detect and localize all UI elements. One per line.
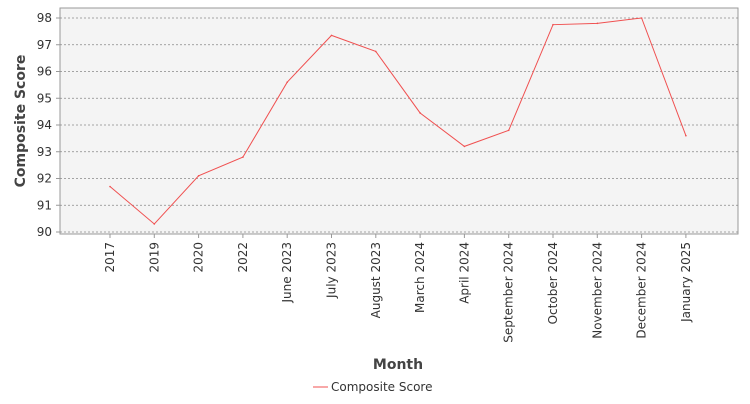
legend-label: Composite Score (331, 380, 432, 394)
x-tick-label: August 2023 (369, 242, 383, 318)
x-tick-label: April 2024 (457, 242, 471, 304)
y-axis-title: Composite Score (13, 55, 29, 188)
y-tick-label: 97 (37, 38, 52, 52)
data-point (286, 81, 289, 83)
data-point (375, 50, 377, 53)
data-point (242, 156, 244, 158)
x-tick-label: 2022 (236, 242, 250, 273)
x-tick-label: March 2024 (413, 242, 427, 313)
y-tick-label: 98 (37, 11, 52, 25)
data-point (507, 129, 510, 132)
y-tick-label: 94 (37, 118, 52, 132)
series-line-composite-score (109, 17, 687, 225)
x-tick-label: 2017 (103, 242, 117, 273)
data-point (109, 185, 111, 188)
x-tick-label: October 2024 (546, 242, 560, 324)
x-tick-label: December 2024 (635, 242, 649, 339)
x-tick-label: January 2025 (679, 242, 693, 323)
x-tick-label: September 2024 (502, 242, 516, 343)
grid-lines (60, 17, 738, 233)
data-point (463, 145, 466, 148)
y-tick-label: 95 (37, 91, 52, 105)
y-tick-label: 96 (37, 65, 52, 79)
x-tick-label: 2020 (192, 242, 206, 273)
y-tick-label: 92 (37, 172, 52, 186)
x-tick-label: November 2024 (590, 242, 604, 339)
data-point (640, 17, 643, 19)
data-point (685, 134, 687, 137)
data-point (419, 112, 421, 114)
data-point (197, 175, 200, 177)
x-tick-label: June 2023 (280, 242, 294, 304)
x-axis-title: Month (373, 357, 423, 373)
legend: Composite Score (313, 380, 432, 394)
y-tick-label: 90 (37, 225, 52, 239)
x-axis: 2017 2019 2020 2022 June 2023 July 2023 August… (103, 234, 693, 343)
y-tick-label: 93 (37, 145, 52, 159)
plot-area (59, 7, 739, 235)
y-tick-label: 91 (37, 198, 52, 212)
x-tick-label: July 2023 (325, 242, 339, 299)
data-point (153, 223, 156, 225)
series-points (109, 17, 687, 225)
y-axis: 90 91 92 93 94 95 96 97 98 (37, 11, 60, 239)
x-tick-label: 2019 (147, 242, 161, 273)
data-point (552, 23, 554, 26)
data-point (330, 34, 333, 37)
data-point (596, 22, 599, 25)
